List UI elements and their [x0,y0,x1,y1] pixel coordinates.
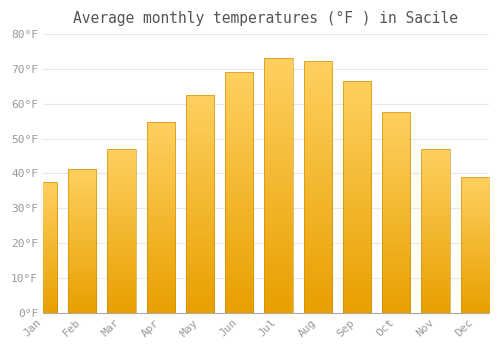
Bar [422,149,450,313]
Bar [186,95,214,313]
Title: Average monthly temperatures (°F ) in Sacile: Average monthly temperatures (°F ) in Sa… [74,11,458,26]
Bar [225,72,254,313]
Bar [29,182,57,313]
Bar [264,58,292,313]
Bar [108,149,136,313]
Bar [382,112,410,313]
Bar [304,61,332,313]
Bar [146,122,175,313]
Bar [460,177,489,313]
Bar [68,169,96,313]
Bar [343,81,371,313]
